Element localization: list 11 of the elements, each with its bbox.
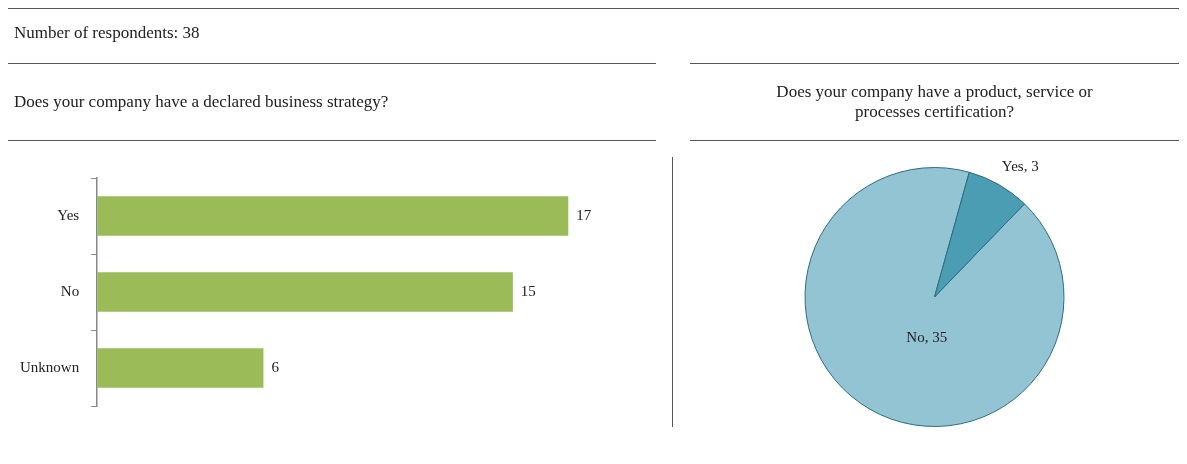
text: Number of respondents: 38 [14,23,200,42]
y-tick-label: No [60,282,80,299]
data-label: 15 [520,282,536,299]
y-tick-label: Yes [57,206,80,223]
slice-label: Yes, 3 [1001,158,1039,175]
data-label: 17 [576,206,592,223]
chart-title: Does your company have a product, service or processes certification? [690,63,1179,141]
slice-label: No, 35 [906,329,948,346]
y-tick-label: Unknown [19,358,80,375]
chart-title: Does your company have a declared business strategy? [8,63,656,141]
data-label: 6 [271,358,280,375]
